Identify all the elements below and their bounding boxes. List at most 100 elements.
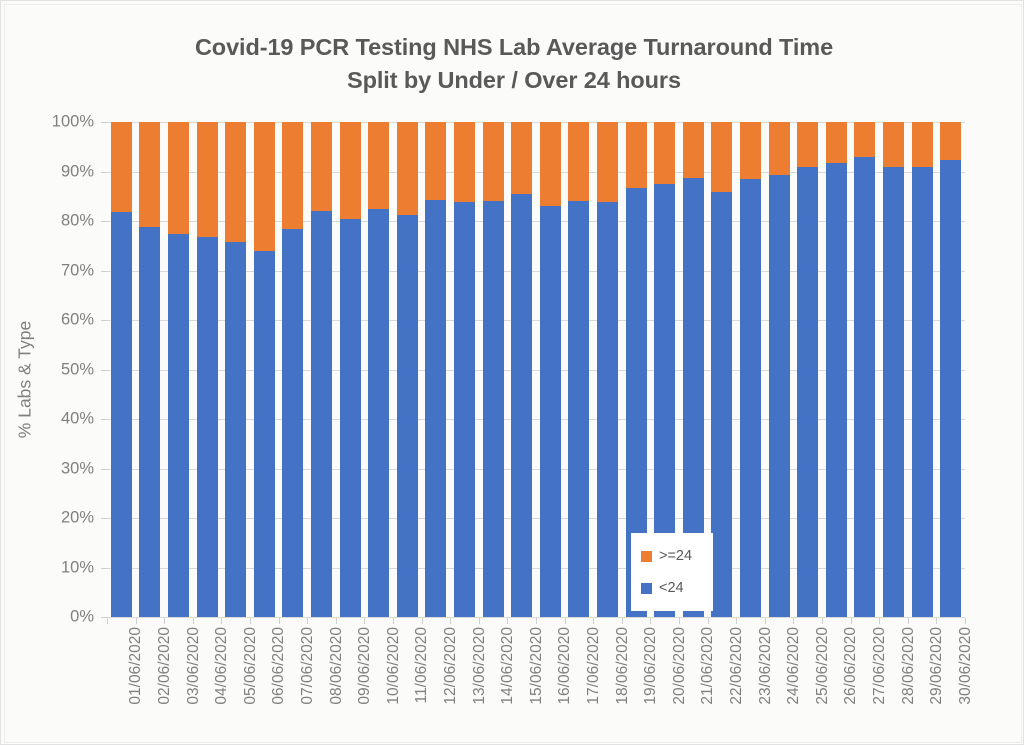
bar-segment-under-24[interactable]	[539, 205, 561, 617]
bar-column[interactable]	[711, 122, 733, 617]
bar-segment-over-24[interactable]	[882, 122, 905, 167]
bar-segment-over-24[interactable]	[625, 122, 647, 188]
bar-column[interactable]	[453, 122, 476, 617]
bar-segment-under-24[interactable]	[625, 187, 647, 617]
bar-segment-under-24[interactable]	[596, 202, 619, 617]
bar-segment-over-24[interactable]	[310, 122, 333, 212]
bar-segment-under-24[interactable]	[282, 228, 304, 617]
legend-item-under-24[interactable]: <24	[641, 580, 713, 596]
y-gridline	[107, 419, 965, 420]
bar-segment-over-24[interactable]	[940, 122, 962, 161]
bar-segment-over-24[interactable]	[825, 122, 847, 164]
bar-column[interactable]	[282, 122, 304, 617]
bar-column[interactable]	[110, 122, 132, 617]
bar-column[interactable]	[940, 122, 962, 617]
bar-segment-over-24[interactable]	[453, 122, 476, 203]
bar-segment-over-24[interactable]	[739, 122, 762, 180]
bar-segment-under-24[interactable]	[339, 218, 361, 617]
bar-segment-under-24[interactable]	[940, 160, 962, 617]
bar-column[interactable]	[854, 122, 876, 617]
bar-segment-under-24[interactable]	[825, 163, 847, 617]
bar-column[interactable]	[739, 122, 762, 617]
bar-column[interactable]	[797, 122, 819, 617]
bar-segment-over-24[interactable]	[196, 122, 218, 238]
bar-column[interactable]	[911, 122, 933, 617]
legend-item-over-24[interactable]: >=24	[641, 548, 713, 564]
bar-column[interactable]	[310, 122, 333, 617]
bar-segment-under-24[interactable]	[682, 177, 704, 617]
bar-segment-over-24[interactable]	[396, 122, 418, 216]
x-tick-label: 14/06/2020	[499, 627, 517, 705]
bar-segment-over-24[interactable]	[911, 122, 933, 167]
bar-column[interactable]	[425, 122, 447, 617]
bar-segment-under-24[interactable]	[139, 226, 161, 617]
bar-segment-under-24[interactable]	[711, 191, 733, 617]
bar-segment-under-24[interactable]	[882, 166, 905, 617]
bar-column[interactable]	[825, 122, 847, 617]
y-tick-mark	[101, 122, 107, 123]
bar-column[interactable]	[225, 122, 247, 617]
bar-column[interactable]	[511, 122, 533, 617]
bar-segment-under-24[interactable]	[225, 242, 247, 617]
bar-column[interactable]	[253, 122, 275, 617]
bar-column[interactable]	[368, 122, 390, 617]
bar-segment-over-24[interactable]	[425, 122, 447, 200]
bar-segment-over-24[interactable]	[339, 122, 361, 219]
bar-column[interactable]	[539, 122, 561, 617]
bar-segment-over-24[interactable]	[225, 122, 247, 243]
bar-segment-under-24[interactable]	[196, 237, 218, 617]
bar-segment-over-24[interactable]	[654, 122, 676, 184]
bar-segment-under-24[interactable]	[368, 208, 390, 617]
bar-column[interactable]	[682, 122, 704, 617]
bar-segment-under-24[interactable]	[453, 202, 476, 617]
x-tick-label: 17/06/2020	[584, 627, 602, 705]
bar-column[interactable]	[882, 122, 905, 617]
bar-segment-over-24[interactable]	[682, 122, 704, 178]
x-tick-mark	[393, 618, 394, 624]
bar-segment-over-24[interactable]	[596, 122, 619, 203]
bar-segment-over-24[interactable]	[568, 122, 590, 202]
bar-segment-under-24[interactable]	[396, 215, 418, 617]
bar-segment-over-24[interactable]	[368, 122, 390, 209]
legend-swatch-over-24	[641, 550, 652, 562]
bar-segment-over-24[interactable]	[110, 122, 132, 213]
bar-column[interactable]	[625, 122, 647, 617]
bar-segment-under-24[interactable]	[110, 212, 132, 617]
bar-column[interactable]	[196, 122, 218, 617]
bar-segment-over-24[interactable]	[768, 122, 790, 176]
bar-column[interactable]	[568, 122, 590, 617]
x-tick-mark	[536, 618, 537, 624]
bar-segment-over-24[interactable]	[167, 122, 190, 235]
bar-segment-over-24[interactable]	[539, 122, 561, 206]
bar-column[interactable]	[768, 122, 790, 617]
bar-segment-over-24[interactable]	[711, 122, 733, 192]
bar-segment-under-24[interactable]	[911, 166, 933, 617]
bar-segment-under-24[interactable]	[310, 211, 333, 617]
bar-segment-over-24[interactable]	[511, 122, 533, 195]
bar-column[interactable]	[482, 122, 504, 617]
bar-segment-under-24[interactable]	[854, 156, 876, 617]
bar-segment-under-24[interactable]	[167, 234, 190, 617]
bar-segment-under-24[interactable]	[425, 199, 447, 617]
bar-segment-over-24[interactable]	[282, 122, 304, 229]
bar-segment-over-24[interactable]	[854, 122, 876, 157]
bar-segment-over-24[interactable]	[139, 122, 161, 227]
bar-column[interactable]	[596, 122, 619, 617]
bar-segment-under-24[interactable]	[654, 183, 676, 617]
bar-segment-under-24[interactable]	[253, 250, 275, 617]
bar-segment-under-24[interactable]	[511, 194, 533, 617]
bar-column[interactable]	[396, 122, 418, 617]
bar-segment-under-24[interactable]	[568, 201, 590, 617]
bar-column[interactable]	[654, 122, 676, 617]
bar-segment-under-24[interactable]	[768, 175, 790, 617]
bar-column[interactable]	[167, 122, 190, 617]
bar-column[interactable]	[339, 122, 361, 617]
bar-segment-under-24[interactable]	[797, 166, 819, 617]
bar-segment-over-24[interactable]	[797, 122, 819, 167]
bar-segment-under-24[interactable]	[739, 179, 762, 617]
x-tick-mark	[650, 618, 652, 624]
bar-segment-over-24[interactable]	[253, 122, 275, 251]
bar-segment-over-24[interactable]	[482, 122, 504, 202]
bar-segment-under-24[interactable]	[482, 201, 504, 617]
bar-column[interactable]	[139, 122, 161, 617]
